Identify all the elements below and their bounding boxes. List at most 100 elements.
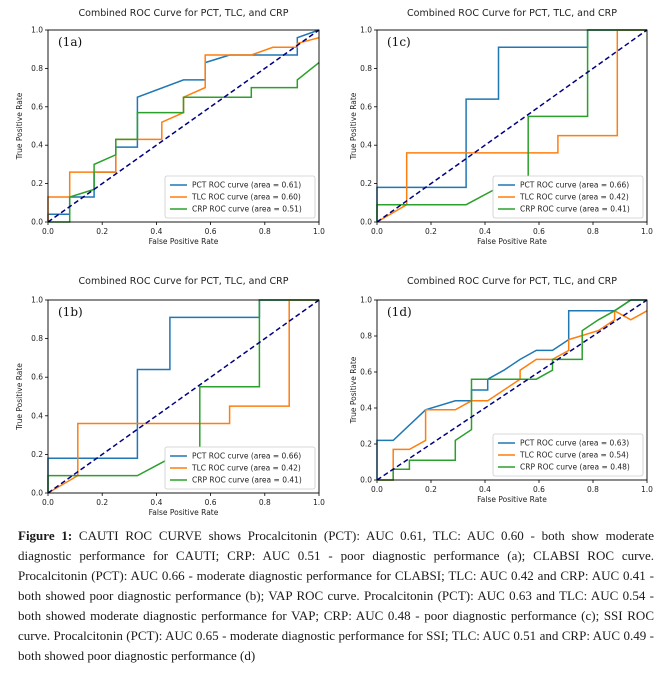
y-axis-label: True Positive Rate [15,363,24,431]
series-line-2 [377,309,648,481]
legend-box [164,446,316,490]
legend-entry: PCT ROC curve (area = 0.63) [520,439,629,448]
chance-diagonal-line [376,29,648,223]
x-axis-label: False Positive Rate [149,508,219,516]
legend-box [492,433,644,477]
x-tick-label: 0.4 [479,227,491,236]
series-line-3 [48,62,320,223]
plot-frame [47,29,320,223]
chart-panel-1d: Combined ROC Curve for PCT, TLC, and CRP… [334,268,668,516]
legend-entry: PCT ROC curve (area = 0.66) [520,181,629,190]
y-tick-label: 0.6 [360,368,372,377]
x-tick-label: 0.2 [425,227,437,236]
y-tick-label: 0.0 [31,489,43,498]
roc-chart-1a: Combined ROC Curve for PCT, TLC, and CRP… [15,8,325,246]
chart-title: Combined ROC Curve for PCT, TLC, and CRP [79,276,289,287]
y-tick-label: 0.8 [360,64,372,73]
y-tick-label: 0.6 [31,373,43,382]
x-tick-label: 1.0 [641,227,653,236]
y-tick-label: 0.8 [31,334,43,343]
legend-entry: PCT ROC curve (area = 0.66) [192,452,301,461]
x-axis-label: False Positive Rate [477,495,547,504]
y-tick-label: 0.0 [360,476,372,485]
x-tick-label: 0.6 [205,227,217,236]
panel-label: (1d) [387,305,412,319]
plot-frame [376,29,648,223]
x-tick-label: 0.0 [42,498,54,507]
legend-entry: TLC ROC curve (area = 0.42) [519,193,629,202]
x-axis-label: False Positive Rate [477,237,547,246]
caption-text: CAUTI ROC CURVE shows Procalcitonin (PCT… [18,528,654,663]
series-line-1 [376,299,647,480]
y-tick-label: 1.0 [360,296,372,305]
y-tick-label: 0.4 [31,141,43,150]
x-tick-label: 0.8 [587,485,599,494]
x-tick-label: 1.0 [313,498,325,507]
y-tick-label: 0.4 [360,404,372,413]
y-tick-label: 0.8 [31,64,43,73]
legend-box [164,175,316,219]
series-line-3 [377,299,647,481]
y-tick-label: 0.2 [360,179,372,188]
chance-diagonal-line [47,29,320,223]
y-tick-label: 0.6 [360,102,372,111]
chart-panel-1c: Combined ROC Curve for PCT, TLC, and CRP… [334,0,668,258]
y-tick-label: 0.6 [31,102,43,111]
chart-panel-1b: Combined ROC Curve for PCT, TLC, and CRP… [0,268,334,516]
y-tick-label: 0.8 [360,332,372,341]
y-axis-label: True Positive Rate [349,356,358,424]
legend-box [492,175,644,219]
legend-entry: CRP ROC curve (area = 0.41) [520,205,630,214]
plot-frame [47,299,320,494]
y-tick-label: 0.0 [31,218,43,227]
y-tick-label: 0.4 [31,411,43,420]
x-tick-label: 0.6 [533,227,545,236]
y-axis-label: True Positive Rate [15,92,24,160]
plot-frame [376,299,648,481]
caption-label: Figure 1: [18,528,73,543]
x-tick-label: 0.6 [205,498,217,507]
y-tick-label: 0.2 [360,440,372,449]
series-line-2 [47,36,320,222]
chance-diagonal-line [376,299,648,481]
panel-label: (1a) [58,35,82,49]
x-tick-label: 0.2 [425,485,437,494]
legend-entry: CRP ROC curve (area = 0.48) [520,463,630,472]
x-tick-label: 1.0 [641,485,653,494]
figure-caption: Figure 1: CAUTI ROC CURVE shows Procalci… [18,526,654,666]
y-axis-label: True Positive Rate [349,92,358,160]
chart-title: Combined ROC Curve for PCT, TLC, and CRP [407,276,617,287]
series-line-2 [47,299,319,494]
panel-label: (1b) [58,305,83,319]
x-tick-label: 0.8 [259,227,271,236]
x-tick-label: 0.2 [96,227,108,236]
legend-entry: PCT ROC curve (area = 0.61) [192,181,301,190]
x-axis-label: False Positive Rate [149,237,219,246]
x-tick-label: 0.0 [42,227,54,236]
y-tick-label: 1.0 [360,26,372,35]
chart-title: Combined ROC Curve for PCT, TLC, and CRP [79,8,289,19]
x-tick-label: 0.8 [259,498,271,507]
x-tick-label: 0.6 [533,485,545,494]
x-tick-label: 0.8 [587,227,599,236]
y-tick-label: 0.0 [360,218,372,227]
roc-chart-1b: Combined ROC Curve for PCT, TLC, and CRP… [15,276,325,516]
y-tick-label: 0.2 [31,450,43,459]
legend-entry: TLC ROC curve (area = 0.60) [191,193,301,202]
legend-entry: CRP ROC curve (area = 0.51) [192,205,302,214]
x-tick-label: 1.0 [313,227,325,236]
x-tick-label: 0.2 [96,498,108,507]
x-tick-label: 0.4 [150,498,162,507]
y-tick-label: 1.0 [31,26,43,35]
panel-label: (1c) [387,35,411,49]
chart-panel-1a: Combined ROC Curve for PCT, TLC, and CRP… [0,0,334,258]
x-tick-label: 0.0 [371,227,383,236]
y-tick-label: 0.2 [31,179,43,188]
legend-entry: TLC ROC curve (area = 0.42) [191,464,301,473]
x-tick-label: 0.4 [150,227,162,236]
x-tick-label: 0.4 [479,485,491,494]
roc-chart-1d: Combined ROC Curve for PCT, TLC, and CRP… [349,276,653,504]
x-tick-label: 0.0 [371,485,383,494]
chart-title: Combined ROC Curve for PCT, TLC, and CRP [407,8,617,19]
legend-entry: TLC ROC curve (area = 0.54) [519,451,629,460]
